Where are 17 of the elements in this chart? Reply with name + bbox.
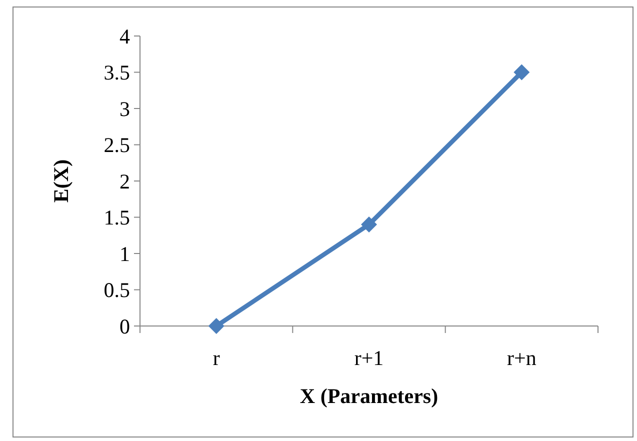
x-tick-label: r+1 — [354, 346, 384, 370]
point — [361, 216, 377, 232]
y-tick-label: 2 — [120, 169, 130, 194]
x-tick-label: r — [212, 346, 220, 370]
y-tick-label: 2.5 — [104, 133, 130, 158]
y-tick-label: 0.5 — [104, 278, 130, 302]
point — [514, 64, 530, 80]
x-tick-label: r+n — [506, 346, 537, 370]
y-axis-title: E(X) — [49, 159, 73, 203]
y-tick-label: 3 — [120, 96, 130, 121]
point — [208, 318, 224, 334]
y-tick-label: 1.5 — [104, 206, 130, 230]
y-tick-label: 1 — [120, 242, 130, 266]
y-tick-label: 3.5 — [104, 60, 130, 85]
y-tick-label: 4 — [120, 24, 130, 48]
x-axis-title: X (Parameters) — [300, 384, 438, 408]
y-tick-label: 0 — [120, 314, 130, 338]
